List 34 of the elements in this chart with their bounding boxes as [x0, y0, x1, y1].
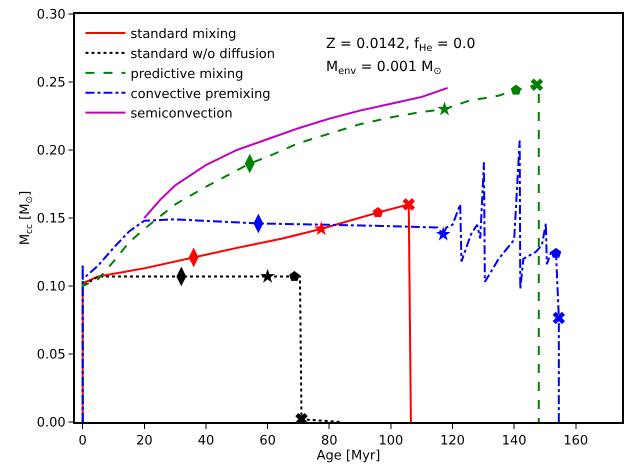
- point: [510, 84, 522, 95]
- x-tick-label: 60: [259, 433, 276, 448]
- point: [552, 312, 566, 324]
- x-tick-label: 120: [440, 433, 465, 448]
- point: [372, 207, 384, 218]
- y-tick-label: 0.25: [36, 76, 66, 91]
- x-tick-label: 0: [78, 433, 87, 448]
- annotation: M$_{env}$ = 0.001 M$_{⊙}$: [326, 59, 442, 77]
- y-tick-label: 0.30: [36, 8, 66, 23]
- legend-label: predictive mixing: [130, 66, 244, 82]
- legend-label: standard mixing: [130, 27, 236, 42]
- y-tick-label: 0.10: [36, 280, 66, 295]
- y-tick-label: 0.05: [36, 348, 66, 363]
- y-tick-label: 0.15: [36, 212, 66, 227]
- point: [260, 268, 275, 283]
- point: [550, 248, 562, 258]
- x-axis-title: Age [Myr]: [316, 448, 380, 464]
- x-tick-label: 20: [136, 433, 153, 448]
- legend-label: semiconvection: [130, 106, 233, 122]
- legend-label: convective premixing: [130, 86, 271, 102]
- x-tick-label: 140: [502, 433, 527, 448]
- y-tick-label: 0.20: [36, 144, 66, 159]
- annotation: Z = 0.0142, f$_{He}$ = 0.0: [326, 36, 476, 54]
- point: [402, 198, 415, 211]
- point: [436, 226, 451, 241]
- x-tick-label: 40: [198, 433, 214, 448]
- point: [437, 102, 452, 116]
- point: [530, 78, 544, 91]
- x-tick-label: 100: [378, 433, 404, 448]
- legend-label: standard w/o diffusion: [130, 47, 275, 62]
- y-tick-label: 0.00: [36, 416, 66, 431]
- x-tick-label: 80: [320, 433, 338, 448]
- x-tick-label: 160: [563, 433, 588, 448]
- point: [289, 270, 300, 281]
